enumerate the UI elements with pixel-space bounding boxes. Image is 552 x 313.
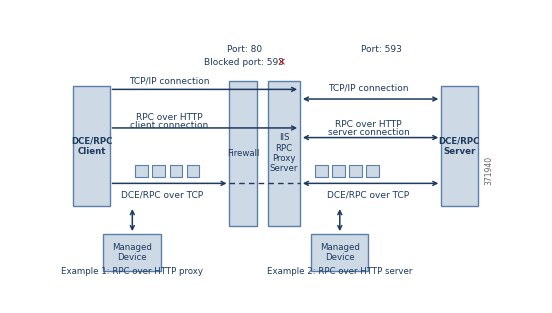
Text: RPC over HTTP: RPC over HTTP: [335, 120, 402, 129]
Bar: [103, 234, 161, 271]
Bar: [187, 165, 199, 177]
Bar: [135, 165, 148, 177]
Text: Firewall: Firewall: [227, 149, 259, 158]
Text: Blocked port: 593: Blocked port: 593: [204, 58, 284, 67]
Text: client connection: client connection: [130, 121, 209, 130]
Text: DCE/RPC over TCP: DCE/RPC over TCP: [121, 190, 203, 199]
Bar: [152, 165, 165, 177]
Text: DCE/RPC over TCP: DCE/RPC over TCP: [327, 190, 410, 199]
Text: Managed
Device: Managed Device: [112, 243, 152, 262]
Text: Port: 593: Port: 593: [361, 45, 402, 54]
Text: RPC over HTTP: RPC over HTTP: [136, 113, 203, 121]
Text: TCP/IP connection: TCP/IP connection: [328, 84, 408, 93]
Text: Example 1: RPC over HTTP proxy: Example 1: RPC over HTTP proxy: [61, 267, 203, 276]
Bar: [332, 165, 345, 177]
Bar: [73, 86, 110, 206]
Text: Managed
Device: Managed Device: [320, 243, 359, 262]
Text: 371940: 371940: [485, 156, 494, 185]
Text: DCE/RPC
Server: DCE/RPC Server: [439, 136, 480, 156]
Text: Example 2: RPC over HTTP server: Example 2: RPC over HTTP server: [267, 267, 412, 276]
Bar: [367, 165, 379, 177]
Bar: [169, 165, 182, 177]
Bar: [441, 86, 477, 206]
Text: Port: 80: Port: 80: [227, 45, 262, 54]
Text: ×: ×: [277, 57, 286, 67]
Bar: [230, 81, 257, 226]
Bar: [311, 234, 369, 271]
Text: IIS
RPC
Proxy
Server: IIS RPC Proxy Server: [270, 133, 298, 173]
Bar: [315, 165, 328, 177]
Bar: [268, 81, 300, 226]
Text: DCE/RPC
Client: DCE/RPC Client: [71, 136, 112, 156]
Text: TCP/IP connection: TCP/IP connection: [129, 76, 210, 85]
Bar: [349, 165, 362, 177]
Text: server connection: server connection: [327, 128, 410, 137]
